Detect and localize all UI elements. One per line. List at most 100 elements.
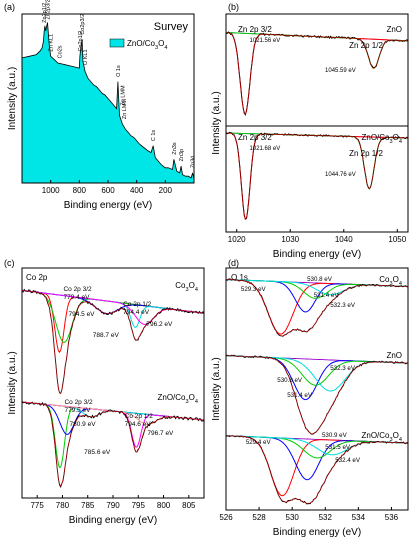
x-tick-label: 200: [159, 186, 173, 195]
x-tick-label: 536: [385, 513, 399, 522]
peak-name: Co 2p 3/2: [63, 286, 92, 293]
peak-value: 531.4 eV: [314, 292, 340, 299]
subplot-label: Co3O4: [175, 281, 198, 293]
subplot-label: Co3O4: [379, 275, 402, 287]
plot-frame: [225, 13, 409, 233]
corner-label: O 1s: [231, 273, 248, 282]
x-tick-label: 780: [56, 501, 70, 510]
x-tick-label: 775: [30, 501, 44, 510]
peak-value: 788.7 eV: [93, 332, 120, 339]
survey-line: [21, 22, 195, 180]
peak-value: 794.5 eV: [69, 311, 96, 318]
x-axis-label: Binding energy (eV): [273, 249, 361, 260]
peak-value: 1045.59 eV: [325, 68, 356, 74]
peak-value: 1044.76 eV: [325, 172, 356, 178]
peak-value: 531.5 eV: [325, 444, 351, 451]
x-tick-label: 1000: [42, 186, 60, 195]
x-tick-label: 528: [252, 513, 266, 522]
y-axis-label: Intensity (a.u.): [211, 91, 222, 154]
peak-value: 532.3 eV: [330, 365, 356, 372]
x-tick-label: 800: [73, 186, 87, 195]
x-tick-label: 1030: [281, 235, 299, 244]
x-tick-label: 795: [132, 501, 146, 510]
peak-value: 529.4 eV: [246, 439, 272, 446]
peak-annotation: Zn3p: [179, 149, 185, 162]
x-tick-label: 805: [182, 501, 196, 510]
plot-frame: [225, 267, 409, 511]
o1s-subplot-1-envelope: [226, 355, 408, 434]
corner-label: Co 2p: [26, 273, 48, 282]
x-tick-label: 400: [130, 186, 144, 195]
subplot-label: ZnO/Co3O4: [158, 393, 199, 405]
x-tick-label: 600: [101, 186, 115, 195]
peak-value: 530.8 eV: [307, 276, 333, 283]
co2p-subplot-1-envelope: [21, 401, 205, 487]
subplot-label: ZnO/Co3O4: [362, 431, 403, 443]
peak-name: Zn 2p 1/2: [349, 41, 383, 50]
co2p-subplot-0-envelope: [21, 289, 205, 394]
o1s-subplot-1-raw-spectrum: [225, 354, 409, 435]
panel-label: (b): [228, 2, 239, 12]
y-axis-label: Intensity (a.u.): [7, 351, 18, 414]
peak-name: Zn 2p 3/2: [238, 25, 272, 34]
peak-value: 529.3 eV: [241, 286, 267, 293]
peak-value: 1021.68 eV: [250, 146, 281, 152]
peak-annotation: C 1s: [151, 130, 157, 142]
panel-label: (d): [228, 258, 239, 268]
co2p-subplot-1-component-1: [21, 401, 205, 435]
o1s-subplot-1-component-2: [226, 355, 408, 392]
co2p-subplot-0-raw-spectrum: [21, 288, 205, 395]
peak-value: 794.4 eV: [123, 309, 150, 316]
peak-value: 531.4 eV: [287, 392, 313, 399]
x-tick-label: 785: [81, 501, 95, 510]
peak-value: 794.6 eV: [125, 421, 152, 428]
panel-label: (a): [4, 2, 15, 12]
x-tick-label: 534: [352, 513, 366, 522]
peak-value: 779.5 eV: [64, 407, 91, 414]
peak-annotation: Zn2p1/2: [42, 3, 48, 23]
peak-value: 1021.56 eV: [250, 38, 281, 44]
peak-value: 796.7 eV: [147, 430, 174, 437]
peak-annotation: Co2p3/2: [80, 14, 86, 35]
x-tick-label: 532: [319, 513, 333, 522]
peak-value: 532.3 eV: [330, 302, 356, 309]
peak-name: Co 2p 1/2: [123, 301, 152, 308]
peak-value: 796.2 eV: [146, 321, 173, 328]
x-axis-label: Binding energy (eV): [69, 515, 157, 526]
subplot-label: ZnO: [386, 25, 402, 34]
peak-annotation: Co2p1/2: [78, 31, 84, 52]
peak-value: 530.8 eV: [277, 377, 303, 384]
panel-label: (c): [4, 258, 15, 268]
x-tick-label: 790: [106, 501, 120, 510]
x-tick-label: 1020: [228, 235, 246, 244]
y-axis-label: Intensity (a.u.): [211, 357, 222, 420]
peak-value: 779.4 eV: [63, 294, 90, 301]
peak-annotation: Zn LMM: [120, 85, 126, 106]
co2p-subplot-0-component-0: [21, 289, 205, 354]
subplot-label: ZnO/Co3O4: [362, 133, 403, 145]
peak-value: 785.6 eV: [84, 449, 111, 456]
o1s-subplot-0-envelope: [226, 279, 408, 337]
peak-annotation: Zn3s: [172, 142, 178, 154]
peak-annotation: O 1s: [116, 65, 122, 77]
co2p-subplot-1-raw-spectrum: [21, 400, 205, 488]
subplot-label: ZnO: [386, 351, 402, 360]
peak-annotation: Zn KL1: [49, 34, 55, 52]
legend-swatch: [109, 38, 125, 48]
x-axis-label: Binding energy (eV): [273, 527, 361, 538]
survey-area: [22, 22, 194, 183]
peak-annotation: Zn2p3/2: [46, 0, 52, 19]
peak-annotation: O KL1: [83, 49, 89, 65]
x-tick-label: 530: [286, 513, 300, 522]
chart-title: Survey: [154, 21, 189, 33]
legend-label: ZnO/Co3O4: [127, 39, 168, 51]
peak-name: Co 2p 3/2: [64, 399, 93, 406]
x-axis-label: Binding energy (eV): [64, 200, 152, 211]
y-axis-label: Intensity (a.u.): [7, 67, 18, 130]
peak-value: 530.9 eV: [322, 432, 348, 439]
x-tick-label: 526: [219, 513, 233, 522]
peak-name: Zn 2p 3/2: [238, 133, 272, 142]
peak-value: 532.4 eV: [335, 457, 361, 464]
zn2p-subplot-0-envelope: [225, 32, 409, 115]
